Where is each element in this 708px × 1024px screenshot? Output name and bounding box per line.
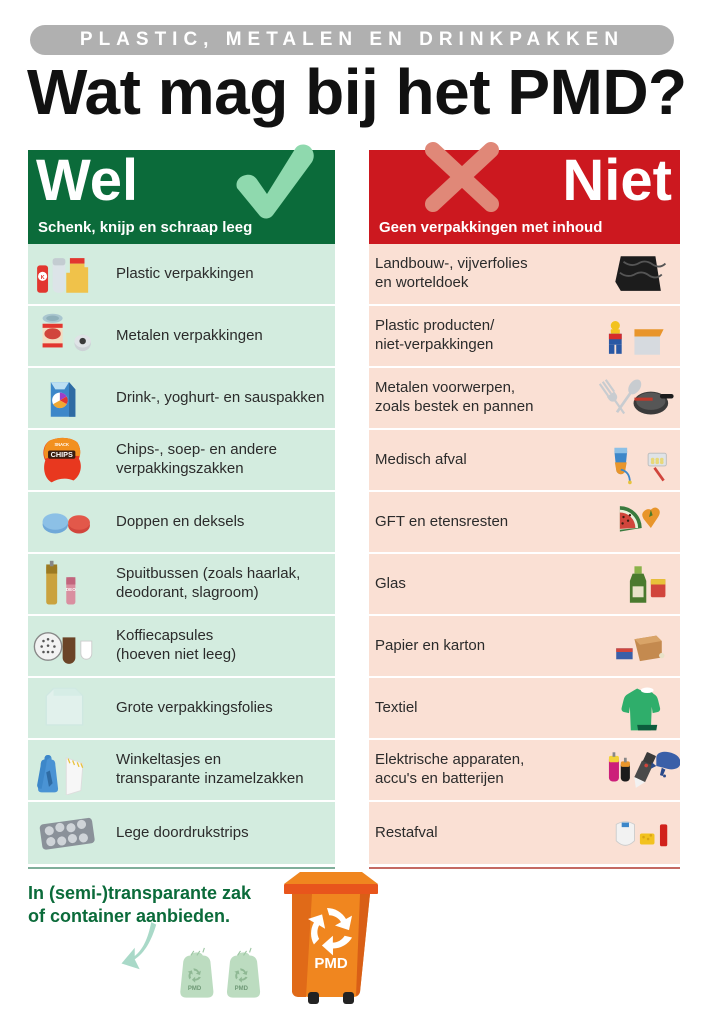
svg-text:CHIPS: CHIPS xyxy=(51,450,73,459)
svg-text:DEO: DEO xyxy=(66,587,76,592)
svg-text:PMD: PMD xyxy=(235,986,249,992)
svg-text:PMD: PMD xyxy=(188,986,202,992)
svg-text:K: K xyxy=(41,275,45,281)
svg-text:PMD: PMD xyxy=(314,955,348,972)
svg-text:SNACK: SNACK xyxy=(54,442,69,447)
